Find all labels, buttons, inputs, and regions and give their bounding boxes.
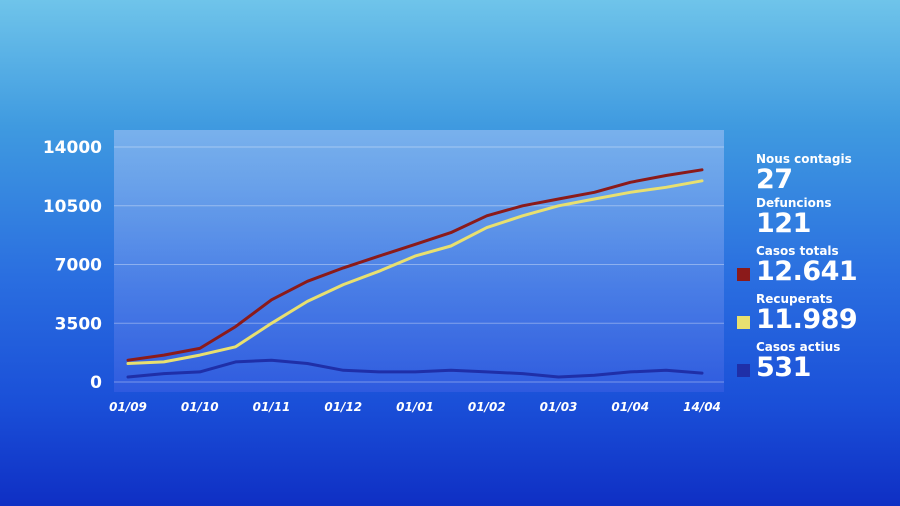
series-line-casos_actius: [126, 358, 704, 379]
x-tick-label: 01/12: [324, 400, 362, 414]
stat-value: 27: [756, 164, 793, 195]
stat-active-cases: Casos actius 531: [734, 340, 894, 388]
stat-label: Defuncions: [756, 196, 832, 210]
x-tick-label: 01/04: [611, 400, 649, 414]
x-tick-label: 01/11: [253, 400, 291, 414]
stat-new-cases: Nous contagis 27: [734, 152, 894, 196]
stat-label: Nous contagis: [756, 152, 852, 166]
y-tick-label: 7000: [55, 256, 102, 276]
stat-value: 12.641: [756, 256, 858, 287]
y-tick-label: 0: [90, 373, 102, 393]
y-tick-label: 10500: [43, 197, 102, 217]
total-cases-swatch: [737, 268, 750, 281]
stat-recovered: Recuperats 11.989: [734, 292, 894, 340]
recovered-swatch: [737, 316, 750, 329]
stat-label: Casos actius: [756, 340, 841, 354]
x-tick-label: 14/04: [683, 400, 721, 414]
x-tick-label: 01/03: [540, 400, 578, 414]
stat-value: 121: [756, 208, 811, 239]
x-tick-label: 01/09: [109, 400, 147, 414]
series-line-recuperats: [126, 179, 704, 365]
active-cases-swatch: [737, 364, 750, 377]
y-tick-label: 3500: [55, 314, 102, 334]
x-tick-label: 01/01: [396, 400, 434, 414]
stat-value: 531: [756, 352, 811, 383]
stat-deaths: Defuncions 121: [734, 196, 894, 244]
stats-panel: Nous contagis 27 Defuncions 121 Casos to…: [734, 152, 894, 388]
stat-label: Casos totals: [756, 244, 839, 258]
plot-area: [114, 130, 724, 392]
stat-total-cases: Casos totals 12.641: [734, 244, 894, 292]
series-line-casos_totals: [126, 168, 704, 362]
stat-value: 11.989: [756, 304, 858, 335]
line-chart: [114, 146, 724, 383]
stat-label: Recuperats: [756, 292, 833, 306]
x-tick-label: 01/02: [468, 400, 506, 414]
y-tick-label: 14000: [43, 138, 102, 158]
x-tick-label: 01/10: [181, 400, 219, 414]
